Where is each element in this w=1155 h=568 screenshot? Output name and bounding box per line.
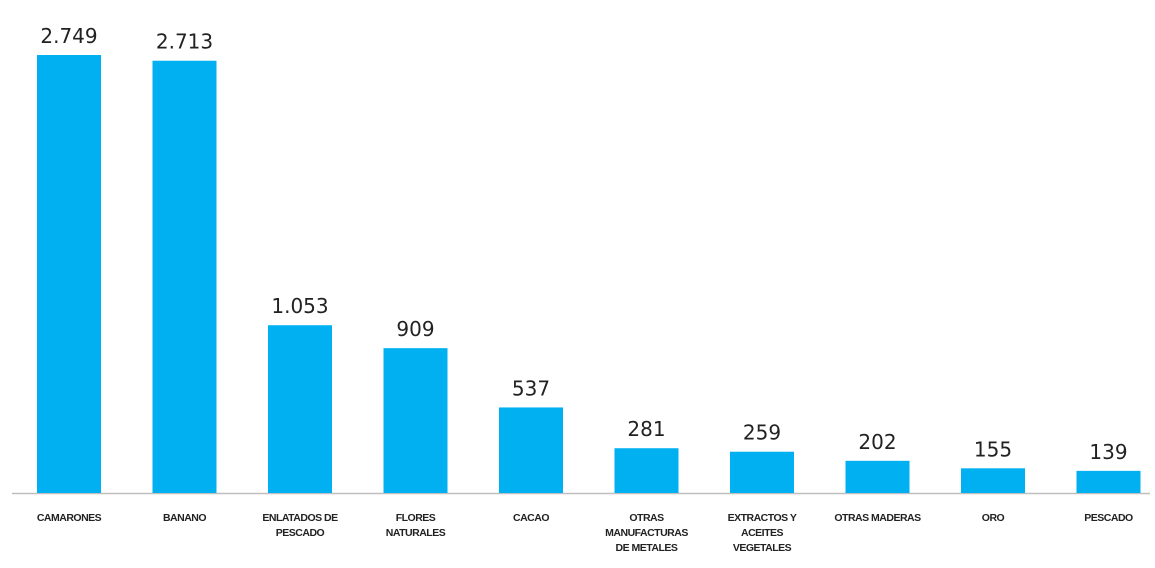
bar <box>961 468 1025 493</box>
value-label: 1.053 <box>271 294 328 318</box>
x-tick-label: PESCADO <box>1084 512 1133 524</box>
x-tick-label: OTRAS MANUFACTURAS DE METALES <box>605 512 688 554</box>
bar <box>37 55 101 493</box>
value-label: 281 <box>627 417 665 441</box>
value-label: 2.713 <box>156 30 213 54</box>
value-label: 202 <box>858 430 896 454</box>
x-tick-label: EXTRACTOS Y ACEITES VEGETALES <box>727 512 797 554</box>
x-tick-label: BANANO <box>162 512 207 524</box>
value-label: 139 <box>1089 440 1127 464</box>
bar <box>383 348 448 493</box>
bar <box>845 460 910 493</box>
x-tick-label: CAMARONES <box>36 512 102 524</box>
value-label: 2.749 <box>40 24 97 48</box>
bar <box>614 448 679 493</box>
value-label: 909 <box>396 317 434 341</box>
bar <box>268 325 332 493</box>
bar <box>730 451 794 493</box>
value-label: 155 <box>974 437 1012 461</box>
x-tick-label: ENLATADOS DE PESCADO <box>262 512 338 539</box>
bar <box>499 407 563 493</box>
x-tick-label: FLORES NATURALES <box>385 512 446 539</box>
bar <box>1076 470 1141 493</box>
x-tick-label: CACAO <box>513 512 550 524</box>
bar <box>152 60 217 494</box>
value-label: 259 <box>743 421 781 445</box>
x-tick-label: OTRAS MADERAS <box>834 512 921 524</box>
x-tick-label: ORO <box>981 512 1005 524</box>
value-label: 537 <box>512 376 550 400</box>
